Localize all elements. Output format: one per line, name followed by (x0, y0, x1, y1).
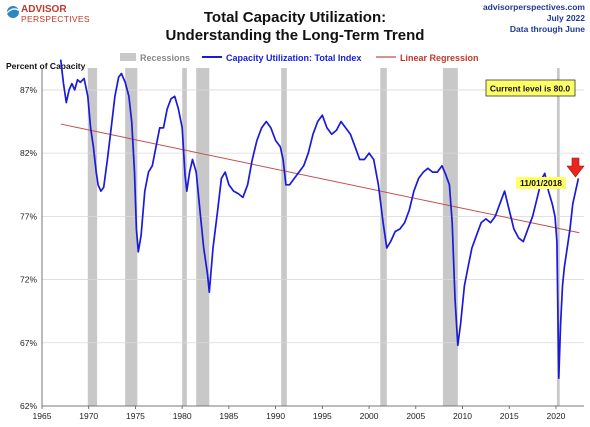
y-tick-labels: 62% 67% 72% 77% 82% 87% (20, 85, 37, 411)
x-tick-label-5: 1990 (266, 411, 285, 421)
recession-band-5 (380, 68, 387, 406)
recession-band-6 (442, 68, 458, 406)
recession-bands (87, 68, 560, 406)
regression-layer (60, 123, 580, 234)
chart-subtitle: Understanding the Long-Term Trend (166, 27, 425, 44)
x-tick-labels: 1965 1970 1975 1980 1985 1990 1995 2000 2005 2010… (33, 411, 566, 421)
x-tick-label-10: 2015 (500, 411, 519, 421)
axes (41, 68, 584, 409)
legend-series-label: Capacity Utilization: Total Index (226, 53, 361, 63)
recession-band-7 (556, 68, 560, 406)
logo-swoosh-icon (6, 8, 21, 14)
current-level-box (485, 79, 576, 97)
logo-line2: PERSPECTIVES (21, 14, 90, 24)
current-level-text: Current level is 80.0 (490, 84, 571, 94)
regression-line (60, 123, 580, 234)
series-line-0 (59, 59, 580, 380)
peak-callout: 11/01/2018 (516, 177, 566, 189)
source-site: advisorperspectives.com (483, 2, 585, 12)
x-tick-label-4: 1985 (219, 411, 238, 421)
y-tick-label-3: 77% (20, 211, 37, 221)
y-tick-label-1: 67% (20, 338, 37, 348)
logo-line1: ADVISOR (21, 4, 67, 15)
peak-label-text: 11/01/2018 (520, 178, 562, 188)
legend-recessions-swatch (120, 53, 136, 61)
x-tick-label-9: 2010 (453, 411, 472, 421)
y-tick-label-5: 87% (20, 85, 37, 95)
x-tick-label-11: 2020 (547, 411, 566, 421)
recession-band-2 (182, 68, 187, 406)
y-tick-label-0: 62% (20, 401, 37, 411)
logo: ADVISOR PERSPECTIVES (6, 4, 90, 24)
peak-label-box (516, 177, 566, 189)
series-layer (59, 59, 580, 380)
recession-band-4 (281, 68, 287, 406)
source-date: July 2022 (547, 13, 586, 23)
x-tick-label-8: 2005 (406, 411, 425, 421)
chart-title: Total Capacity Utilization: (204, 9, 386, 26)
recession-band-1 (125, 68, 138, 406)
x-tick-label-3: 1980 (173, 411, 192, 421)
x-tick-label-1: 1970 (79, 411, 98, 421)
x-tick-label-6: 1995 (313, 411, 332, 421)
legend-recessions-label: Recessions (140, 53, 190, 63)
legend-regression-label: Linear Regression (400, 53, 479, 63)
y-axis-label: Percent of Capacity (6, 61, 86, 71)
y-tick-label-2: 72% (20, 275, 37, 285)
source-note: Data through June (510, 24, 585, 34)
x-tick-label-7: 2000 (360, 411, 379, 421)
x-tick-label-0: 1965 (33, 411, 52, 421)
recession-band-0 (87, 68, 98, 406)
x-tick-label-2: 1975 (126, 411, 145, 421)
current-level-callout: Current level is 80.0 (485, 79, 576, 97)
down-arrow-icon (566, 157, 585, 178)
legend: Recessions Capacity Utilization: Total I… (120, 53, 479, 63)
y-tick-label-4: 82% (20, 148, 37, 158)
